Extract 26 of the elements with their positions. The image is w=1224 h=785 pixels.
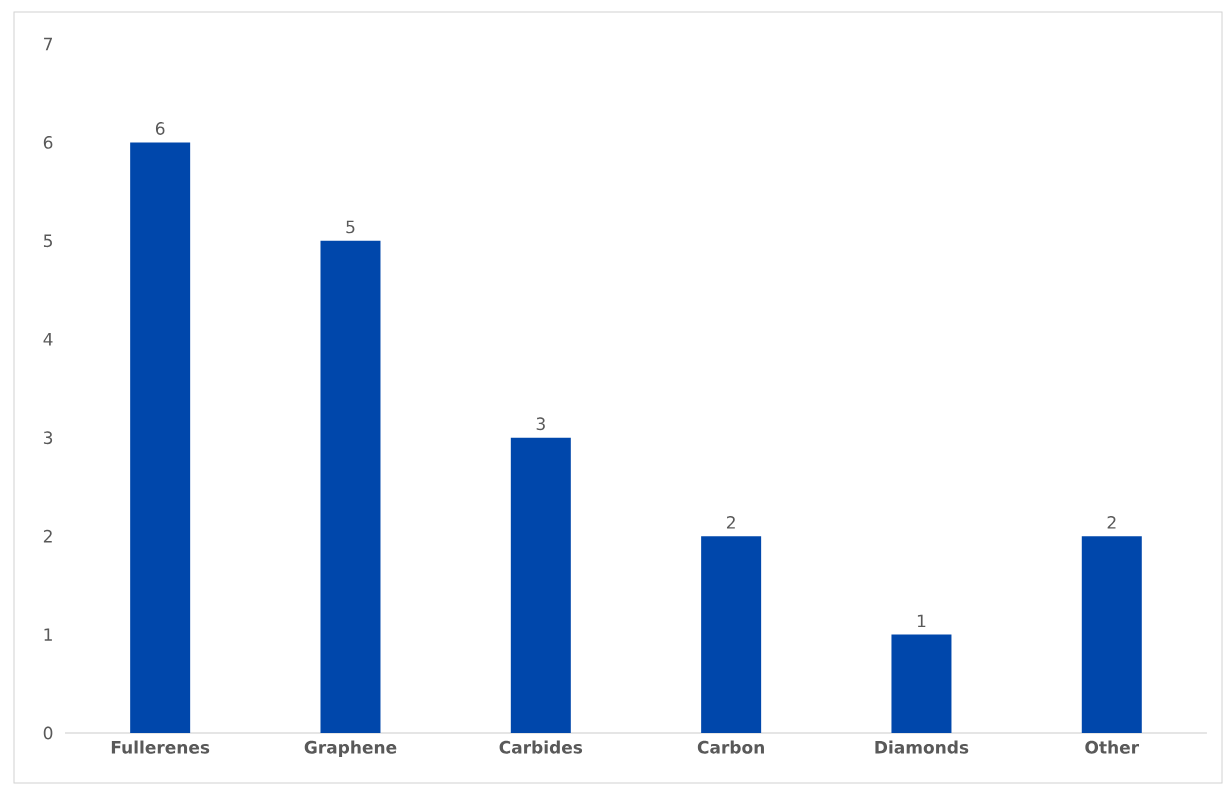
bar <box>701 536 762 733</box>
y-tick-label: 1 <box>44 628 52 641</box>
data-label: 6 <box>155 122 165 135</box>
y-tick-label: 5 <box>43 234 52 248</box>
x-tick-label: Fullerenes <box>111 740 210 754</box>
x-tick-label: Other <box>1085 740 1140 754</box>
bar <box>891 634 952 733</box>
y-tick-label: 2 <box>43 529 52 543</box>
data-label: 1 <box>917 614 926 628</box>
bar <box>320 240 381 733</box>
y-tick-label: 7 <box>44 37 53 51</box>
data-label: 5 <box>346 220 355 234</box>
y-tick-label: 4 <box>43 333 53 346</box>
y-tick-label: 3 <box>43 431 53 445</box>
bar <box>1081 536 1142 733</box>
data-label: 3 <box>536 417 545 431</box>
x-tick-label: Carbides <box>499 740 583 754</box>
x-tick-label: Diamonds <box>875 740 969 754</box>
y-tick-label: 6 <box>43 135 53 149</box>
bar <box>510 437 571 733</box>
x-tick-label: Carbon <box>697 740 764 754</box>
bar <box>130 142 191 733</box>
y-tick-label: 0 <box>43 726 53 740</box>
data-label: 2 <box>1107 515 1116 529</box>
x-tick-label: Graphene <box>304 740 397 757</box>
data-label: 2 <box>726 515 735 529</box>
